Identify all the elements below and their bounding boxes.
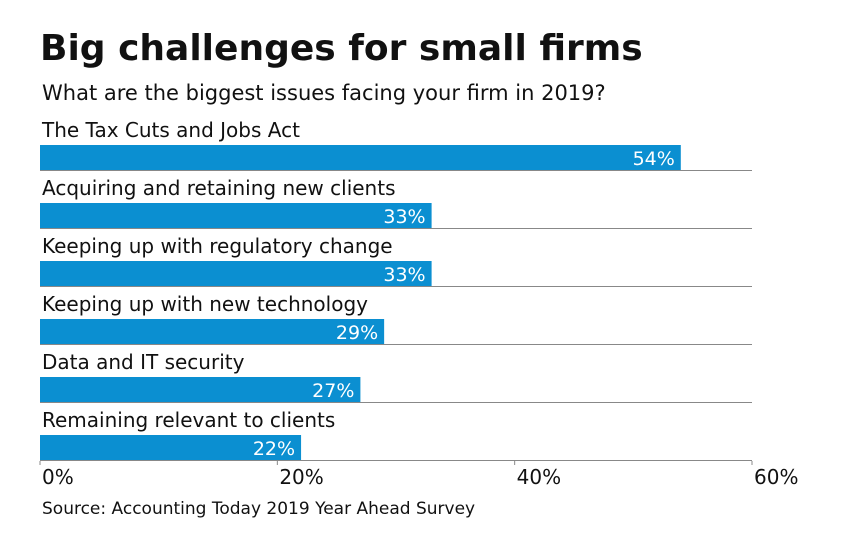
category-label: The Tax Cuts and Jobs Act <box>41 118 300 142</box>
chart-title: Big challenges for small firms <box>40 28 643 69</box>
x-tick-label: 40% <box>517 465 561 489</box>
x-tick-label: 60% <box>754 465 798 489</box>
category-label: Acquiring and retaining new clients <box>42 176 396 200</box>
value-label: 27% <box>312 380 354 402</box>
category-label: Remaining relevant to clients <box>42 408 335 432</box>
value-label: 29% <box>336 322 378 344</box>
bar <box>40 435 302 460</box>
x-tick-label: 0% <box>42 465 74 489</box>
bar <box>40 377 361 402</box>
value-label: 54% <box>633 148 675 170</box>
x-tick-label: 20% <box>279 465 323 489</box>
bar <box>40 261 432 286</box>
chart-subtitle: What are the biggest issues facing your … <box>42 81 606 105</box>
value-label: 33% <box>383 206 425 228</box>
category-label: Keeping up with new technology <box>42 292 368 316</box>
source-note: Source: Accounting Today 2019 Year Ahead… <box>42 499 475 519</box>
value-label: 22% <box>253 438 295 460</box>
category-label: Data and IT security <box>42 350 245 374</box>
bar <box>40 319 385 344</box>
bar <box>40 145 681 170</box>
category-label: Keeping up with regulatory change <box>42 234 393 258</box>
value-label: 33% <box>383 264 425 286</box>
bar <box>40 203 432 228</box>
